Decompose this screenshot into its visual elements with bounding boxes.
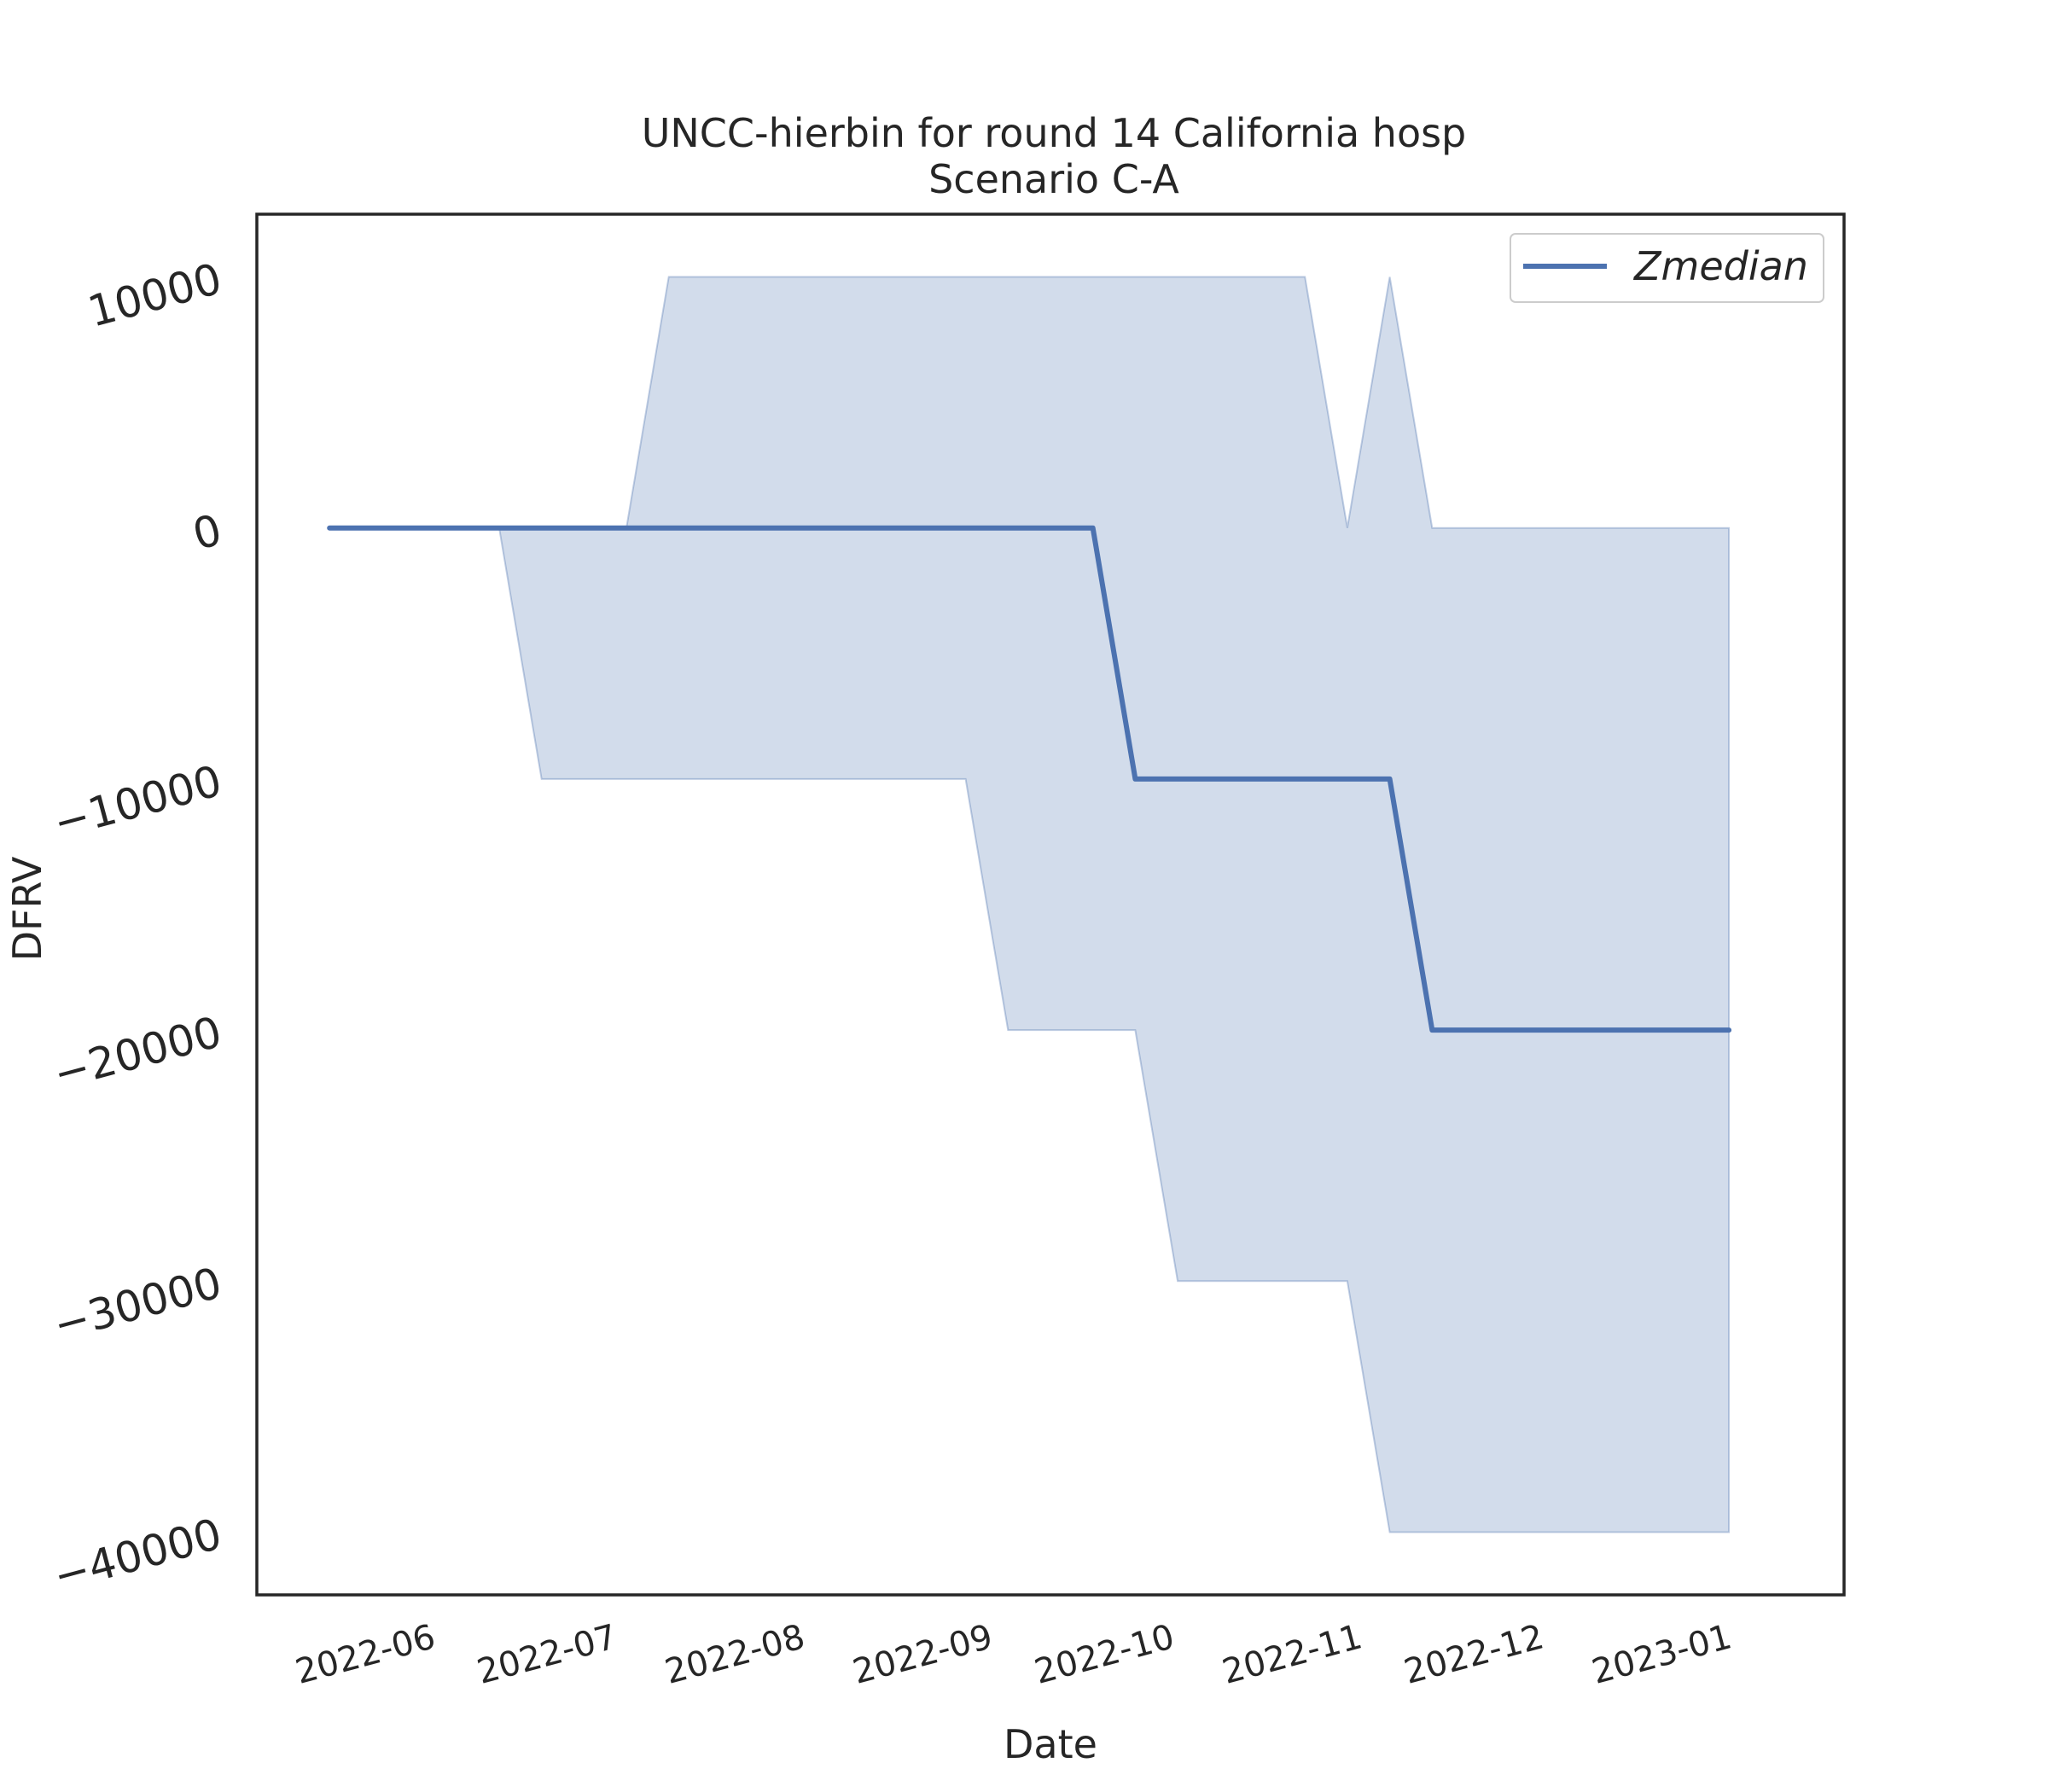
x-tick-label: 2022-09 (849, 1617, 997, 1692)
y-tick-label: 10000 (83, 253, 227, 336)
x-tick-label: 2022-10 (1031, 1617, 1178, 1692)
x-tick-label: 2022-11 (1219, 1617, 1366, 1692)
y-axis-label: DFRV (4, 856, 50, 961)
chart-subtitle: Scenario C-A (928, 156, 1179, 202)
y-tick-label: −20000 (49, 1007, 227, 1099)
series-line-zmedian (327, 525, 1732, 1033)
y-tick-label: −10000 (49, 756, 227, 848)
plot-frame (255, 212, 1846, 1597)
legend-box (1510, 233, 1824, 303)
x-tick-label: 2023-01 (1588, 1617, 1736, 1692)
legend: Zmedian (1510, 233, 1824, 303)
y-tick-label: −30000 (49, 1258, 227, 1350)
x-axis-label: Date (1004, 1721, 1097, 1767)
legend-label: Zmedian (1632, 243, 1808, 289)
x-tick-label: 2022-12 (1400, 1617, 1548, 1692)
x-tick-label: 2022-07 (473, 1617, 620, 1692)
y-tick-label: −40000 (49, 1509, 227, 1601)
x-tick-label: 2022-06 (292, 1617, 439, 1692)
y-tick-label: 0 (188, 505, 227, 560)
chart-title: UNCC-hierbin for round 14 California hos… (642, 110, 1467, 156)
uncertainty-band (329, 276, 1731, 1533)
x-tick-label: 2022-08 (661, 1617, 809, 1692)
